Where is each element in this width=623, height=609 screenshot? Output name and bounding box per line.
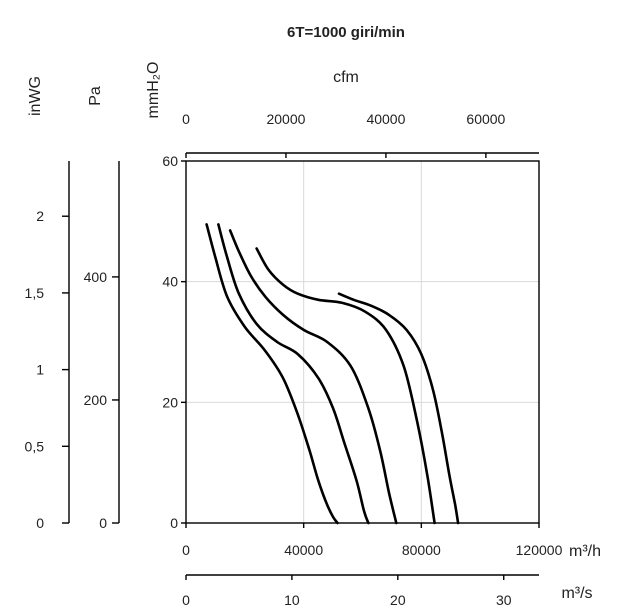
chart-title: 6T=1000 giri/min bbox=[287, 24, 405, 41]
pa-axis-unit: Pa bbox=[87, 86, 104, 106]
y-tick-label: 60 bbox=[162, 153, 178, 169]
bottom-tick-label: 20 bbox=[390, 592, 406, 608]
grid-lines bbox=[186, 161, 539, 523]
top-axis-unit: cfm bbox=[333, 69, 359, 86]
y-axis-ticks: 0 20 40 60 bbox=[162, 153, 186, 531]
top-tick-label: 0 bbox=[182, 111, 190, 127]
top-tick-label: 20000 bbox=[266, 111, 305, 127]
y-tick-label: 20 bbox=[162, 394, 178, 410]
mmh2o-axis-unit: mmH₂O bbox=[145, 62, 162, 119]
y-tick-label: 40 bbox=[162, 274, 178, 290]
bottom-axis-ticks: 0 10 20 30 bbox=[182, 575, 512, 608]
plot-frame bbox=[185, 160, 540, 524]
top-tick-label: 60000 bbox=[466, 111, 505, 127]
inwg-tick-label: 1 bbox=[36, 362, 44, 378]
x-axis-unit: m³/h bbox=[569, 543, 601, 560]
y-tick-label: 0 bbox=[170, 515, 178, 531]
series-line-1 bbox=[205, 223, 339, 525]
x-tick-label: 80000 bbox=[402, 542, 441, 558]
x-tick-label: 120000 bbox=[516, 542, 563, 558]
inwg-tick-label: 1,5 bbox=[25, 285, 45, 301]
bottom-tick-label: 30 bbox=[496, 592, 512, 608]
inwg-axis-unit: inWG bbox=[27, 76, 44, 116]
x-tick-label: 40000 bbox=[284, 542, 323, 558]
top-tick-label: 40000 bbox=[366, 111, 405, 127]
x-tick-label: 0 bbox=[182, 542, 190, 558]
inwg-tick-label: 0,5 bbox=[25, 438, 45, 454]
inwg-axis-ticks: 0 0,5 1 1,5 2 bbox=[25, 208, 69, 531]
inwg-tick-label: 2 bbox=[36, 208, 44, 224]
series-curves: 12345 bbox=[205, 223, 460, 525]
pa-axis-ticks: 0 200 400 bbox=[84, 269, 119, 531]
pa-tick-label: 200 bbox=[84, 392, 108, 408]
bottom-tick-label: 0 bbox=[182, 592, 190, 608]
pa-tick-label: 0 bbox=[99, 515, 107, 531]
series-line-2 bbox=[217, 223, 370, 525]
pa-tick-label: 400 bbox=[84, 269, 108, 285]
bottom-axis-unit: m³/s bbox=[561, 585, 592, 602]
series-line-4 bbox=[255, 247, 436, 525]
series-line-3 bbox=[228, 229, 398, 525]
bottom-tick-label: 10 bbox=[284, 592, 300, 608]
x-axis-ticks: 0 40000 80000 120000 bbox=[182, 523, 563, 558]
inwg-tick-label: 0 bbox=[36, 515, 44, 531]
series-line-5 bbox=[337, 292, 460, 525]
top-axis-ticks: 0 20000 40000 60000 bbox=[182, 111, 506, 158]
